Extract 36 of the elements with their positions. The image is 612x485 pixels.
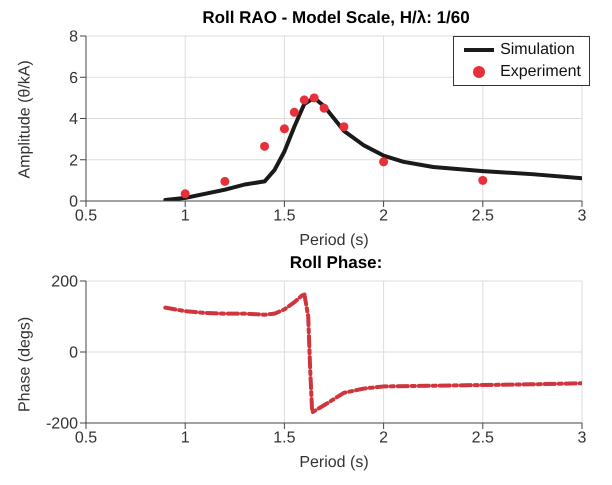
legend-label: Experiment [500, 63, 581, 81]
point [478, 176, 488, 185]
point [260, 142, 270, 151]
x-tick-label: 2.5 [472, 207, 494, 224]
point [280, 124, 289, 134]
x-tick-label: 1 [180, 429, 190, 446]
x-tick-label: 2 [379, 207, 388, 224]
x-axis-title: Period (s) [299, 232, 369, 249]
y-tick-label: 8 [69, 28, 78, 46]
y-tick-label: 6 [69, 70, 78, 87]
x-tick-label: 2.5 [472, 429, 494, 446]
line-series [163, 291, 582, 414]
y-axis-title: Phase (degs) [16, 316, 34, 412]
y-tick-label: 4 [69, 111, 78, 128]
x-tick-label: 3 [578, 207, 587, 224]
y-tick-label: 2 [69, 152, 78, 170]
y-axis-title: Amplitude (θ/kA) [16, 60, 34, 178]
x-tick-label: 1.5 [273, 429, 296, 446]
legend-label: Simulation [500, 41, 575, 59]
x-tick-label: 3 [578, 429, 587, 446]
point [180, 189, 190, 198]
chart-title: Roll RAO - Model Scale, H/λ: 1/60 [201, 8, 471, 28]
point [339, 122, 348, 132]
chart-title: Roll Phase: [288, 253, 384, 273]
x-tick-label: 2 [379, 429, 388, 446]
x-tick-label: 1 [180, 207, 190, 224]
x-tick-label: 1.5 [273, 207, 296, 224]
point [220, 176, 230, 186]
point [320, 104, 329, 113]
y-tick-label: 0 [69, 344, 78, 362]
y-tick-label: 200 [51, 274, 78, 291]
x-axis-title: Period (s) [299, 454, 369, 471]
point [300, 95, 309, 104]
point [379, 157, 388, 166]
point [310, 93, 319, 102]
point [290, 108, 299, 117]
